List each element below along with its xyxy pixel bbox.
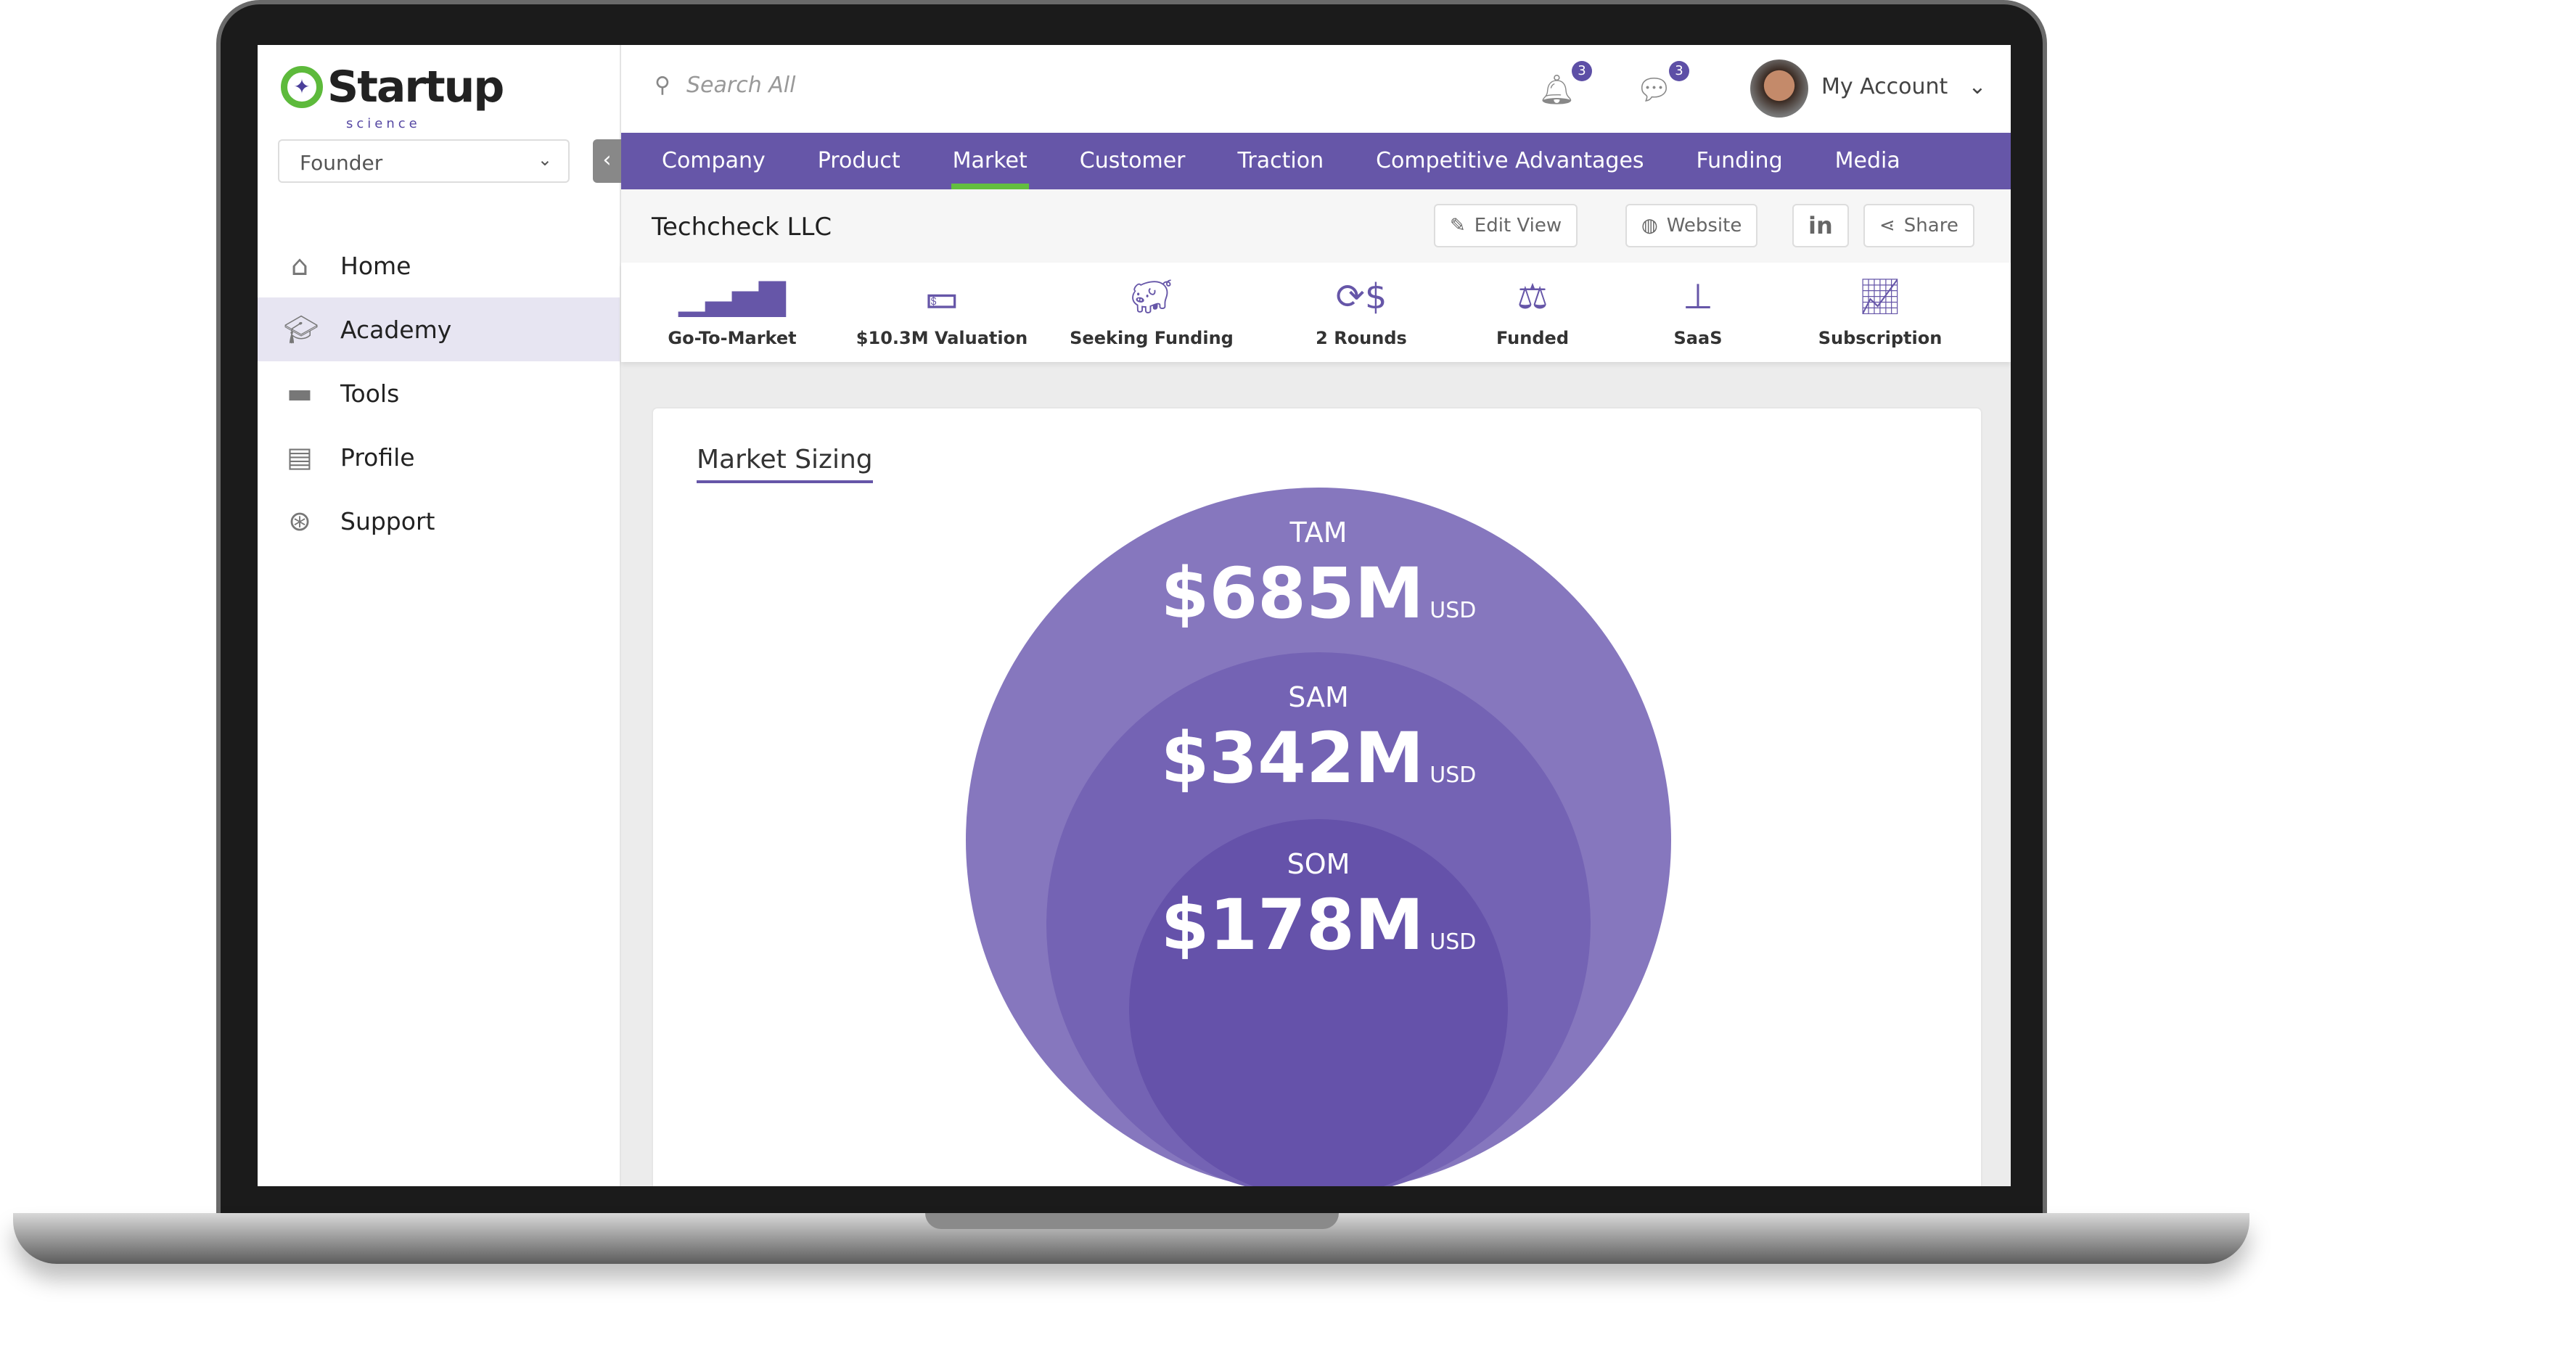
dollar-cycle-icon: ⟳$ xyxy=(1335,276,1387,317)
chat-icon: 💬︎ xyxy=(1636,73,1673,107)
money-icon: 💵︎ xyxy=(926,276,958,317)
avatar[interactable] xyxy=(1750,59,1808,118)
sidebar: ✦ Startup science Founder ⌄ ‹ ⌂ Home 🎓︎ Aca… xyxy=(258,45,621,1186)
tab-media[interactable]: Media xyxy=(1834,148,1900,173)
bell-icon: 🔔︎ xyxy=(1538,73,1575,107)
som-unit: USD xyxy=(1429,929,1477,955)
notification-badge: 3 xyxy=(1572,61,1592,81)
som-label: SOM xyxy=(1287,848,1350,880)
company-name: Techcheck LLC xyxy=(652,213,832,242)
market-sizing-card: Market Sizing TAM $685M USD SAM $342M USD … xyxy=(652,407,1982,1186)
sidebar-item-support[interactable]: ⊛ Support xyxy=(258,489,620,553)
bulb-icon: ✦ xyxy=(281,66,323,108)
section-tabs: Company Product Market Customer Traction… xyxy=(621,133,2011,189)
sidebar-item-label: Home xyxy=(340,251,411,280)
role-value: Founder xyxy=(300,151,383,175)
sidebar-item-label: Academy xyxy=(340,315,452,344)
stat-go-to-market: ▁▃▅▇ Go-To-Market xyxy=(645,273,819,348)
stat-valuation: 💵︎ $10.3M Valuation xyxy=(855,273,1029,348)
search-input[interactable]: ⚲ Search All xyxy=(655,73,795,98)
tam-unit: USD xyxy=(1429,598,1477,623)
company-titlebar: Techcheck LLC ✎ Edit View ◍ Website in ⋖ Sh… xyxy=(621,189,2011,263)
sidebar-item-academy[interactable]: 🎓︎ Academy xyxy=(258,297,620,361)
logo-text: Startup xyxy=(327,62,504,112)
logo-subtext: science xyxy=(346,116,421,131)
chevron-down-icon: ⌄ xyxy=(1968,74,1987,99)
hierarchy-icon: ⊥ xyxy=(1683,276,1713,317)
sidebar-item-label: Tools xyxy=(340,379,400,408)
tam-value: $685M USD xyxy=(966,553,1671,634)
sidebar-item-label: Support xyxy=(340,506,435,535)
edit-view-label: Edit View xyxy=(1474,215,1562,237)
linkedin-icon: in xyxy=(1808,212,1833,239)
role-select[interactable]: Founder ⌄ xyxy=(278,139,570,183)
share-button[interactable]: ⋖ Share xyxy=(1863,204,1974,247)
som-amount: $178M xyxy=(1160,884,1424,966)
som-circle: SOM $178M USD xyxy=(1129,819,1508,1186)
stat-saas: ⊥ SaaS xyxy=(1611,273,1785,348)
search-icon: ⚲ xyxy=(655,73,670,98)
laptop-notch xyxy=(925,1213,1339,1229)
stat-rounds: ⟳$ 2 Rounds xyxy=(1274,273,1448,348)
website-label: Website xyxy=(1666,215,1742,237)
message-badge: 3 xyxy=(1669,61,1689,81)
tab-company[interactable]: Company xyxy=(662,148,766,173)
stat-label: Go-To-Market xyxy=(668,328,797,348)
tab-customer[interactable]: Customer xyxy=(1079,148,1186,173)
sidebar-item-label: Profile xyxy=(340,443,415,472)
website-button[interactable]: ◍ Website xyxy=(1625,204,1758,247)
toolbox-icon: ▬ xyxy=(287,377,313,409)
chevron-down-icon: ⌄ xyxy=(537,149,552,170)
graduation-cap-icon: 🎓︎ xyxy=(284,313,319,345)
tab-traction[interactable]: Traction xyxy=(1237,148,1324,173)
app-screen: ✦ Startup science Founder ⌄ ‹ ⌂ Home 🎓︎ Aca… xyxy=(258,45,2011,1186)
stat-label: 2 Rounds xyxy=(1316,328,1407,348)
sam-value: $342M USD xyxy=(1046,718,1591,799)
company-stats: ▁▃▅▇ Go-To-Market 💵︎ $10.3M Valuation 🐖︎ Se… xyxy=(621,263,2011,362)
card-title: Market Sizing xyxy=(697,445,873,483)
presentation-chart-icon: 📈︎ xyxy=(1858,276,1903,317)
tab-product[interactable]: Product xyxy=(817,148,901,173)
account-menu[interactable]: My Account ⌄ xyxy=(1821,74,1986,99)
scales-icon: ⚖ xyxy=(1517,276,1549,317)
messages-button[interactable]: 💬︎ 3 xyxy=(1636,61,1689,106)
stat-label: Seeking Funding xyxy=(1070,328,1234,348)
home-icon: ⌂ xyxy=(290,250,309,282)
sidebar-item-tools[interactable]: ▬ Tools xyxy=(258,361,620,425)
stat-label: Subscription xyxy=(1818,328,1943,348)
stat-funded: ⚖ Funded xyxy=(1445,273,1620,348)
sidebar-item-profile[interactable]: ▤ Profile xyxy=(258,425,620,489)
notifications-button[interactable]: 🔔︎ 3 xyxy=(1538,61,1592,106)
piggy-bank-icon: 🐖︎ xyxy=(1129,276,1174,317)
sam-amount: $342M xyxy=(1160,718,1424,799)
edit-view-button[interactable]: ✎ Edit View xyxy=(1434,204,1578,247)
logo[interactable]: ✦ Startup xyxy=(281,61,504,113)
stat-label: SaaS xyxy=(1673,328,1723,348)
tam-amount: $685M xyxy=(1160,553,1424,634)
share-label: Share xyxy=(1903,215,1958,237)
search-placeholder: Search All xyxy=(686,73,796,98)
stat-label: Funded xyxy=(1496,328,1569,348)
tab-funding[interactable]: Funding xyxy=(1696,148,1783,173)
top-header: ⚲ Search All 🔔︎ 3 💬︎ 3 My Account ⌄ xyxy=(621,45,2011,133)
tab-market[interactable]: Market xyxy=(951,133,1029,189)
collapse-sidebar-button[interactable]: ‹ xyxy=(593,139,621,183)
lifebuoy-icon: ⊛ xyxy=(288,505,311,537)
edit-icon: ✎ xyxy=(1450,215,1466,237)
share-icon: ⋖ xyxy=(1879,215,1895,237)
stat-subscription: 📈︎ Subscription xyxy=(1793,273,1967,348)
sam-unit: USD xyxy=(1429,763,1477,788)
signal-bars-icon: ▁▃▅▇ xyxy=(678,276,786,317)
profile-icon: ▤ xyxy=(287,441,313,473)
stat-seeking-funding: 🐖︎ Seeking Funding xyxy=(1065,273,1239,348)
som-value: $178M USD xyxy=(1129,884,1508,966)
linkedin-button[interactable]: in xyxy=(1792,204,1849,247)
account-label: My Account xyxy=(1821,74,1948,99)
tab-competitive-advantages[interactable]: Competitive Advantages xyxy=(1376,148,1644,173)
sam-label: SAM xyxy=(1288,681,1349,713)
stat-label: $10.3M Valuation xyxy=(856,328,1028,348)
tam-label: TAM xyxy=(1289,517,1348,548)
sidebar-item-home[interactable]: ⌂ Home xyxy=(258,234,620,297)
globe-icon: ◍ xyxy=(1641,215,1658,237)
